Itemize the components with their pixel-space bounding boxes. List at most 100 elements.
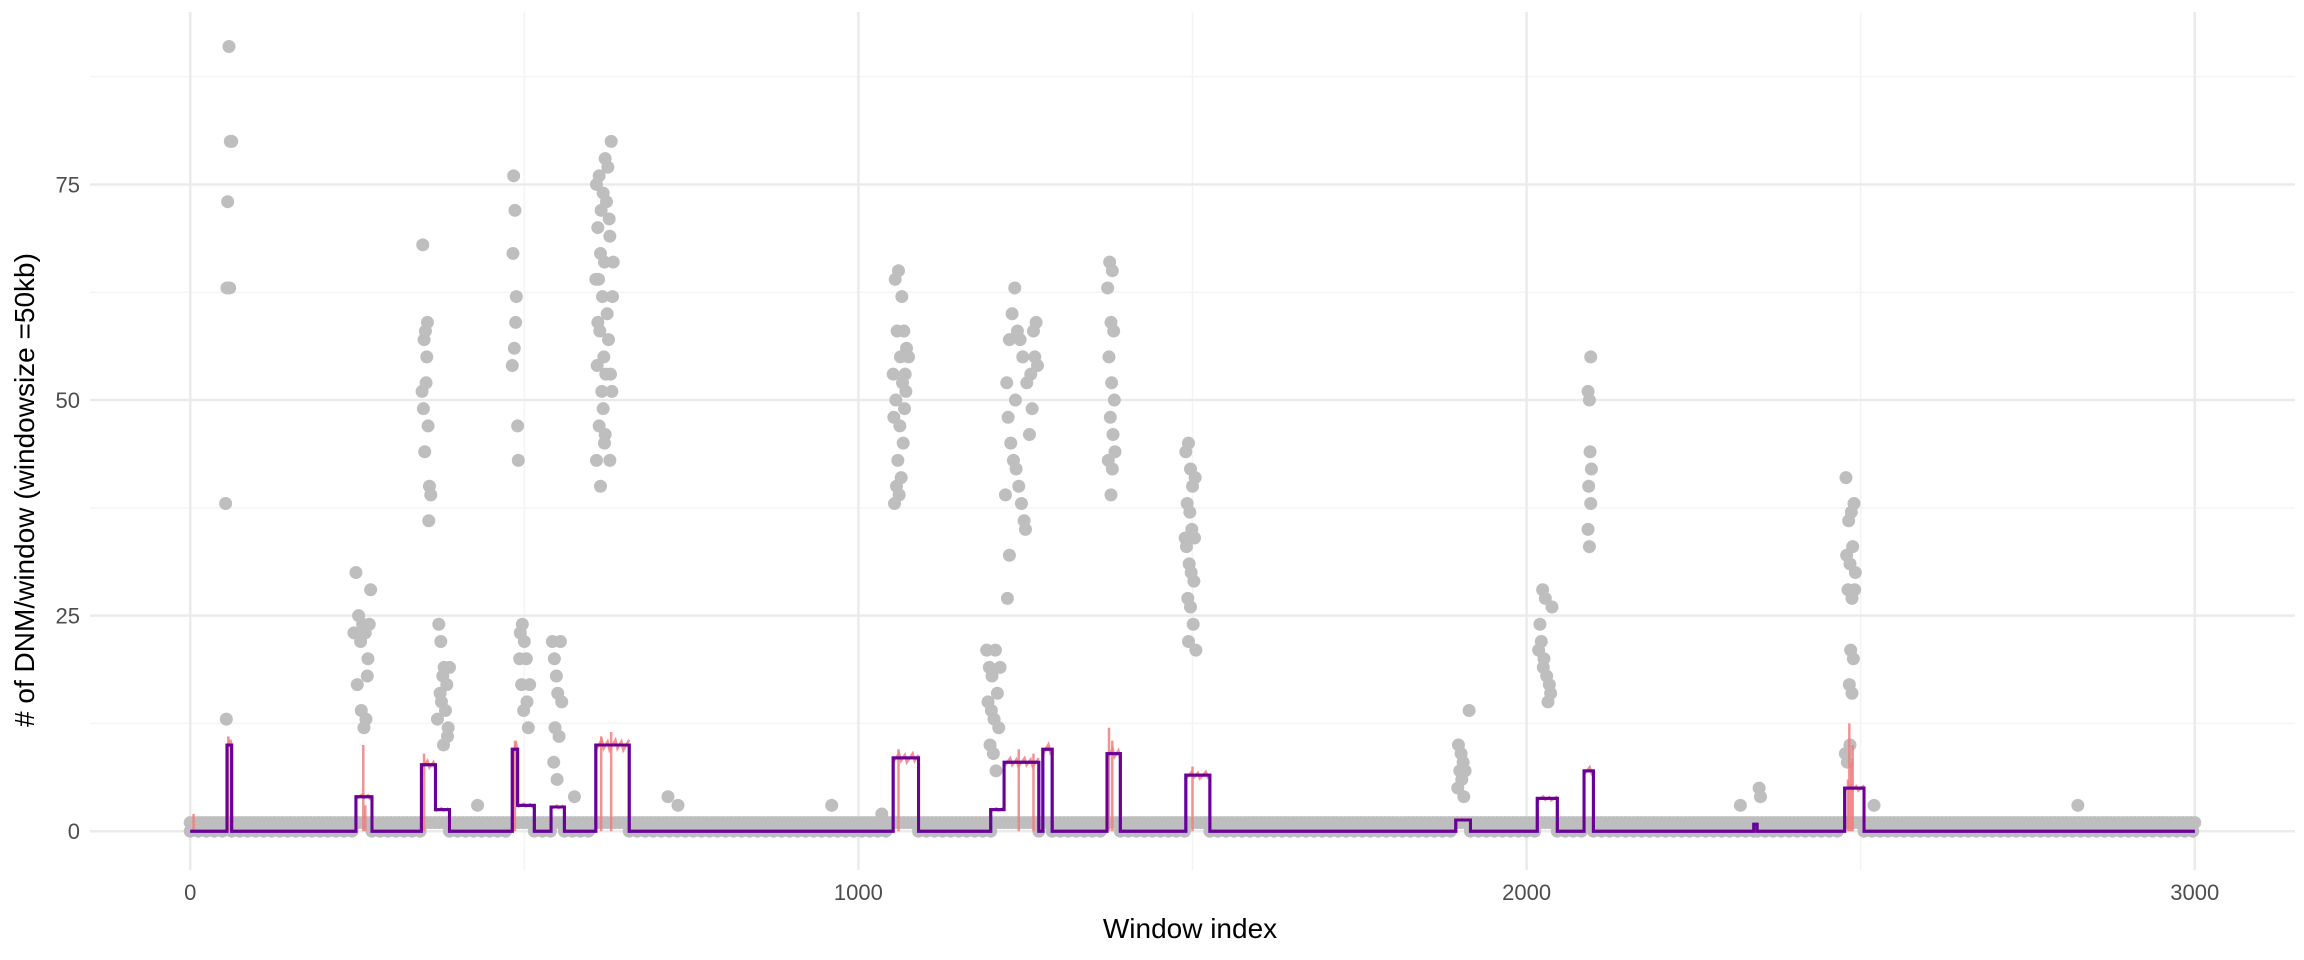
data-point: [1025, 402, 1039, 416]
data-point: [1000, 591, 1014, 605]
data-point: [591, 221, 605, 235]
data-point: [1014, 497, 1028, 511]
x-axis-ticks: 0 1000 2000 3000: [184, 880, 2219, 905]
y-tick-label: 25: [56, 604, 80, 629]
data-point: [602, 333, 616, 347]
segment-layer: [190, 743, 2195, 833]
data-point: [1188, 471, 1202, 485]
data-point: [989, 764, 1003, 778]
data-point: [1462, 703, 1476, 717]
data-point: [1846, 540, 1860, 554]
data-point: [364, 583, 378, 597]
data-point: [1181, 634, 1195, 648]
data-point: [1030, 359, 1044, 373]
data-point: [1847, 497, 1861, 511]
data-point: [892, 488, 906, 502]
data-point: [825, 798, 839, 812]
data-point: [1002, 333, 1016, 347]
data-point: [1848, 566, 1862, 580]
data-point: [440, 729, 454, 743]
data-point: [1005, 307, 1019, 321]
data-point: [416, 402, 430, 416]
data-point: [1103, 410, 1117, 424]
data-point: [511, 419, 525, 433]
data-point: [1004, 436, 1018, 450]
data-point: [1846, 652, 1860, 666]
data-point: [591, 315, 605, 329]
data-point: [555, 695, 569, 709]
data-point: [223, 281, 237, 295]
data-point: [602, 212, 616, 226]
data-point: [547, 755, 561, 769]
data-point: [1181, 436, 1195, 450]
data-point: [420, 350, 434, 364]
data-point: [513, 652, 527, 666]
data-point: [1189, 643, 1203, 657]
data-point: [603, 453, 617, 467]
data-point: [1458, 764, 1472, 778]
data-point: [1532, 643, 1546, 657]
data-point: [1101, 281, 1115, 295]
data-point: [894, 350, 908, 364]
data-point: [1584, 497, 1598, 511]
data-point: [598, 436, 611, 450]
data-point: [998, 488, 1012, 502]
y-tick-label: 75: [56, 172, 80, 197]
data-point: [1457, 790, 1471, 804]
y-tick-label: 0: [68, 819, 80, 844]
data-point: [606, 290, 620, 304]
data-point: [350, 678, 364, 692]
data-point: [606, 255, 620, 269]
y-tick-label: 50: [56, 388, 80, 413]
data-point: [416, 238, 430, 252]
data-point: [507, 169, 521, 183]
data-point: [896, 436, 910, 450]
data-point: [430, 712, 444, 726]
data-point: [509, 315, 523, 329]
y-axis-ticks: 0 25 50 75: [56, 172, 80, 844]
data-point: [589, 453, 603, 467]
data-point: [1105, 264, 1119, 278]
data-point: [506, 246, 520, 260]
data-point: [222, 39, 236, 53]
data-point: [605, 384, 619, 398]
data-point: [511, 453, 525, 467]
data-point: [1186, 617, 1200, 631]
data-point: [419, 376, 433, 390]
data-point: [890, 324, 904, 338]
data-point: [661, 790, 675, 804]
data-point: [593, 479, 607, 493]
data-point: [1012, 479, 1026, 493]
data-point: [219, 712, 233, 726]
data-point: [1536, 660, 1550, 674]
data-point: [603, 229, 617, 243]
data-point: [552, 729, 566, 743]
data-point: [347, 626, 361, 640]
data-point: [1584, 462, 1598, 476]
data-point: [361, 652, 375, 666]
data-point: [1104, 488, 1118, 502]
data-point: [1009, 462, 1023, 476]
data-point: [591, 272, 605, 286]
data-point: [359, 712, 373, 726]
data-point: [601, 160, 615, 174]
data-point: [523, 678, 537, 692]
data-point: [432, 617, 446, 631]
data-point: [1107, 393, 1121, 407]
data-point: [1753, 790, 1767, 804]
data-point: [442, 660, 456, 674]
data-point: [1545, 600, 1559, 614]
data-point: [899, 384, 913, 398]
data-point: [1848, 583, 1862, 597]
points-layer: [183, 39, 2202, 838]
data-point: [993, 660, 1007, 674]
data-point: [886, 367, 900, 381]
data-point: [1022, 428, 1036, 442]
data-point: [600, 195, 614, 209]
data-point: [988, 643, 1002, 657]
data-point: [417, 333, 431, 347]
data-point: [1582, 540, 1596, 554]
data-point: [1008, 281, 1022, 295]
